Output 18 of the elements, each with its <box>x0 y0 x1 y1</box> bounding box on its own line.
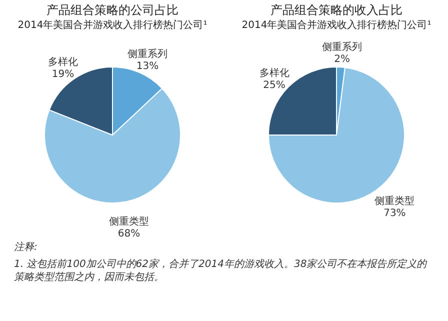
data-label: 25% <box>262 80 285 91</box>
slice-label: 侧重系列 <box>322 41 362 54</box>
data-label: 13% <box>136 61 158 72</box>
slice-label: 侧重系列 <box>126 48 167 60</box>
text: 注释: <box>13 240 38 255</box>
slice-label: 多样化 <box>258 66 289 79</box>
data-label: 19% <box>51 69 74 80</box>
data-label: 73% <box>383 208 406 220</box>
text: 1. 这包括前100加公司中的62家，合并了2014年的游戏收入。38家公司不在本报告所定义的策略类型范围之内，因而未包括。 <box>13 258 428 285</box>
chart-subtitle: 2014年美国合并游戏收入排行榜热门公司¹ <box>241 19 431 31</box>
slice-label: 多样化 <box>48 56 78 68</box>
chart-title: 产品组合策略的收入占比 <box>270 3 402 17</box>
chart-title: 产品组合策略的公司占比 <box>46 3 178 17</box>
data-label: 2% <box>334 54 350 66</box>
slice-label: 侧重类型 <box>108 215 148 228</box>
slice-label: 侧重类型 <box>374 195 414 208</box>
data-label: 68% <box>117 228 140 240</box>
chart-subtitle: 2014年美国合并游戏收入排行榜热门公司¹ <box>17 19 207 31</box>
